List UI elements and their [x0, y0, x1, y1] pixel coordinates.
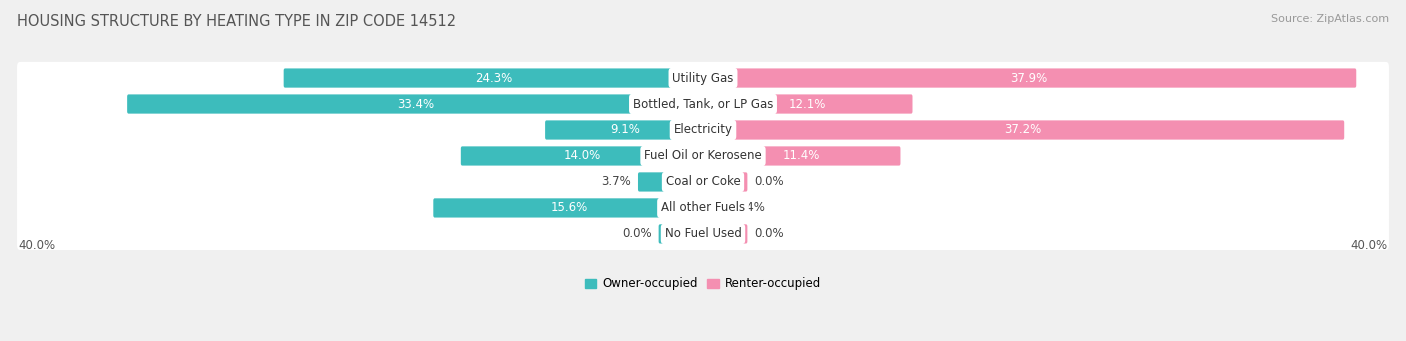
Text: 12.1%: 12.1% — [789, 98, 825, 110]
FancyBboxPatch shape — [702, 224, 748, 243]
Text: 37.9%: 37.9% — [1011, 72, 1047, 85]
Legend: Owner-occupied, Renter-occupied: Owner-occupied, Renter-occupied — [579, 272, 827, 295]
FancyBboxPatch shape — [546, 120, 704, 139]
FancyBboxPatch shape — [638, 172, 704, 192]
FancyBboxPatch shape — [702, 120, 1344, 139]
FancyBboxPatch shape — [702, 146, 900, 166]
Text: Utility Gas: Utility Gas — [672, 72, 734, 85]
Text: Electricity: Electricity — [673, 123, 733, 136]
FancyBboxPatch shape — [702, 94, 912, 114]
Text: 0.0%: 0.0% — [755, 227, 785, 240]
FancyBboxPatch shape — [17, 140, 1389, 172]
FancyBboxPatch shape — [17, 218, 1389, 250]
FancyBboxPatch shape — [702, 69, 1357, 88]
Text: 15.6%: 15.6% — [550, 202, 588, 214]
Text: 0.0%: 0.0% — [621, 227, 651, 240]
Text: 11.4%: 11.4% — [782, 149, 820, 162]
Text: 0.0%: 0.0% — [755, 176, 785, 189]
Text: 24.3%: 24.3% — [475, 72, 513, 85]
FancyBboxPatch shape — [17, 62, 1389, 94]
FancyBboxPatch shape — [702, 198, 728, 218]
Text: 9.1%: 9.1% — [610, 123, 640, 136]
FancyBboxPatch shape — [127, 94, 704, 114]
Text: No Fuel Used: No Fuel Used — [665, 227, 741, 240]
FancyBboxPatch shape — [17, 166, 1389, 198]
Text: 3.7%: 3.7% — [600, 176, 631, 189]
Text: Source: ZipAtlas.com: Source: ZipAtlas.com — [1271, 14, 1389, 24]
FancyBboxPatch shape — [17, 192, 1389, 224]
FancyBboxPatch shape — [702, 172, 748, 192]
FancyBboxPatch shape — [658, 224, 704, 243]
FancyBboxPatch shape — [17, 88, 1389, 120]
Text: All other Fuels: All other Fuels — [661, 202, 745, 214]
Text: 14.0%: 14.0% — [564, 149, 602, 162]
FancyBboxPatch shape — [284, 69, 704, 88]
FancyBboxPatch shape — [17, 114, 1389, 146]
Text: HOUSING STRUCTURE BY HEATING TYPE IN ZIP CODE 14512: HOUSING STRUCTURE BY HEATING TYPE IN ZIP… — [17, 14, 456, 29]
Text: 33.4%: 33.4% — [398, 98, 434, 110]
Text: Fuel Oil or Kerosene: Fuel Oil or Kerosene — [644, 149, 762, 162]
Text: 37.2%: 37.2% — [1004, 123, 1042, 136]
FancyBboxPatch shape — [433, 198, 704, 218]
Text: 1.4%: 1.4% — [735, 202, 765, 214]
Text: 40.0%: 40.0% — [18, 239, 56, 252]
Text: Coal or Coke: Coal or Coke — [665, 176, 741, 189]
Text: 40.0%: 40.0% — [1350, 239, 1388, 252]
FancyBboxPatch shape — [461, 146, 704, 166]
Text: Bottled, Tank, or LP Gas: Bottled, Tank, or LP Gas — [633, 98, 773, 110]
